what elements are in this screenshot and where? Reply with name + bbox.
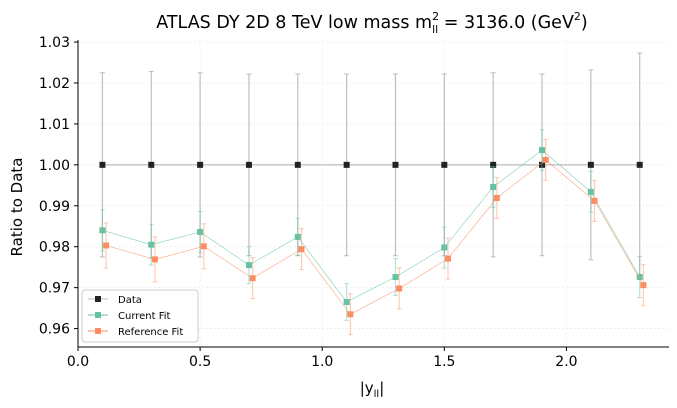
data-point [343, 161, 350, 168]
data-point [392, 161, 399, 168]
data-point [396, 285, 403, 292]
chart-title-end: ) [581, 13, 588, 33]
chart-title: ATLAS DY 2D 8 TeV low mass m2 ll = 3136.0… [156, 10, 588, 36]
x-tick-label: 1.0 [311, 354, 333, 370]
data-point [298, 246, 305, 253]
y-tick-label: 0.99 [39, 199, 70, 215]
x-axis-label-sub: ll [374, 389, 380, 400]
data-point [151, 256, 158, 263]
chart-title-mid: = 3136.0 (GeV [438, 13, 574, 33]
data-point [148, 241, 155, 248]
y-tick-label: 1.01 [39, 117, 70, 133]
legend-box [81, 289, 199, 343]
data-point [539, 161, 546, 168]
x-tick-label: 2.0 [555, 354, 577, 370]
data-point [347, 311, 354, 318]
data-point [640, 282, 647, 289]
series-reference-fit [103, 138, 647, 336]
y-tick-label: 1.00 [39, 158, 70, 174]
x-tick-label: 0.0 [67, 354, 89, 370]
series-line [102, 149, 640, 303]
legend-label: Current Fit [118, 311, 171, 322]
data-point [392, 274, 399, 281]
data-point [197, 161, 204, 168]
y-tick-label: 1.03 [39, 35, 70, 51]
y-tick-label: 0.97 [39, 281, 70, 297]
legend: Data Current Fit Reference Fit [81, 289, 199, 343]
x-axis-label: |yll| [360, 379, 385, 400]
data-point [636, 274, 643, 281]
x-tick-label: 1.5 [433, 354, 455, 370]
legend-label: Data [118, 295, 142, 306]
data-point [343, 298, 350, 305]
data-point [200, 243, 207, 250]
chart-title-sub: ll [432, 23, 438, 36]
data-point [441, 244, 448, 251]
x-tick-label: 0.5 [189, 354, 211, 370]
data-point [197, 228, 204, 235]
y-tick-label: 1.02 [39, 76, 70, 92]
chart-title-sup2: 2 [574, 10, 581, 23]
data-point [245, 161, 252, 168]
y-tick-label: 0.98 [39, 240, 70, 256]
legend-label: Reference Fit [118, 327, 183, 338]
data-point [636, 161, 643, 168]
legend-marker [95, 328, 101, 334]
chart-title-main: ATLAS DY 2D 8 TeV low mass m [156, 13, 432, 33]
legend-marker [95, 296, 101, 302]
x-axis-label-main: |y [360, 379, 374, 397]
data-point [249, 275, 256, 282]
data-point [294, 161, 301, 168]
y-tick-label: 0.96 [39, 322, 70, 338]
data-point [542, 156, 549, 163]
data-point [294, 233, 301, 240]
series-layer [99, 52, 647, 336]
data-point [490, 161, 497, 168]
data-point [490, 183, 497, 190]
data-point [587, 161, 594, 168]
data-point [587, 188, 594, 195]
data-point [539, 147, 546, 154]
data-point [99, 161, 106, 168]
data-point [99, 227, 106, 234]
data-point [148, 161, 155, 168]
data-point [245, 262, 252, 269]
data-point [493, 195, 500, 202]
axes: 0.0 0.5 1.0 1.5 2.0 0.96 0.97 0.98 0.99 1.00 1.01 1… [39, 35, 669, 370]
data-point [441, 161, 448, 168]
data-point [103, 242, 110, 249]
series-data [99, 52, 643, 278]
series-line [106, 159, 644, 315]
data-point [444, 255, 451, 262]
legend-marker [95, 312, 101, 318]
chart-title-sup: 2 [432, 10, 439, 23]
y-axis-label: Ratio to Data [8, 158, 26, 257]
data-point [591, 197, 598, 204]
x-axis-label-end: | [379, 379, 384, 397]
